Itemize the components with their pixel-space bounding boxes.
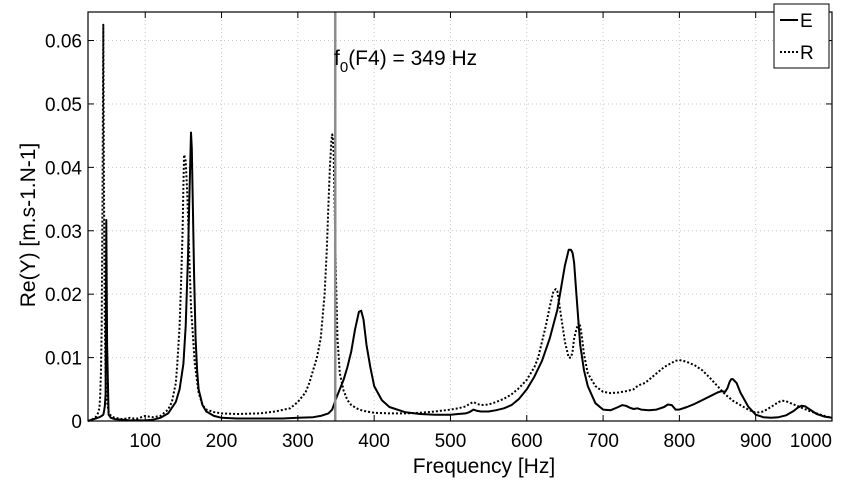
plot-series	[87, 23, 833, 422]
y-tick-label: 0.03	[45, 222, 82, 243]
x-tick-label: 1000	[790, 431, 832, 452]
x-tick-label: 100	[129, 431, 161, 452]
y-tick-label: 0.05	[45, 95, 82, 116]
f0-annotation-subscript: 0	[340, 59, 348, 76]
x-tick-label: 500	[435, 431, 467, 452]
x-tick-label: 900	[740, 431, 772, 452]
series-line-e	[87, 131, 833, 422]
x-tick-label: 200	[206, 431, 238, 452]
y-axis-title: Re(Y) [m.s-1.N-1]	[17, 143, 40, 308]
y-tick-label: 0	[71, 412, 82, 433]
legend-label-r: R	[800, 43, 814, 64]
plot-frame	[87, 11, 833, 422]
f0-annotation-rest: (F4) = 349 Hz	[348, 47, 477, 70]
legend-box	[773, 3, 830, 69]
x-tick-label: 400	[358, 431, 390, 452]
legend: E R	[773, 3, 830, 69]
y-tick-label: 0.06	[45, 32, 82, 53]
f0-annotation-main: f	[334, 47, 340, 70]
axis-ticks: 100 200 300 400 500 600 700 800 900 1000 0 0.01 0.02…	[45, 12, 833, 452]
y-tick-label: 0.01	[45, 349, 82, 370]
x-tick-label: 300	[282, 431, 314, 452]
x-tick-label: 700	[587, 431, 619, 452]
f0-annotation: f0(F4) = 349 Hz	[334, 47, 477, 76]
grid	[88, 12, 833, 422]
legend-label-e: E	[800, 11, 813, 32]
x-tick-label: 800	[664, 431, 696, 452]
x-tick-label: 600	[511, 431, 543, 452]
y-tick-label: 0.02	[45, 285, 82, 306]
series-line-r	[87, 23, 833, 422]
x-axis-title: Frequency [Hz]	[413, 455, 555, 478]
y-tick-label: 0.04	[45, 158, 82, 179]
